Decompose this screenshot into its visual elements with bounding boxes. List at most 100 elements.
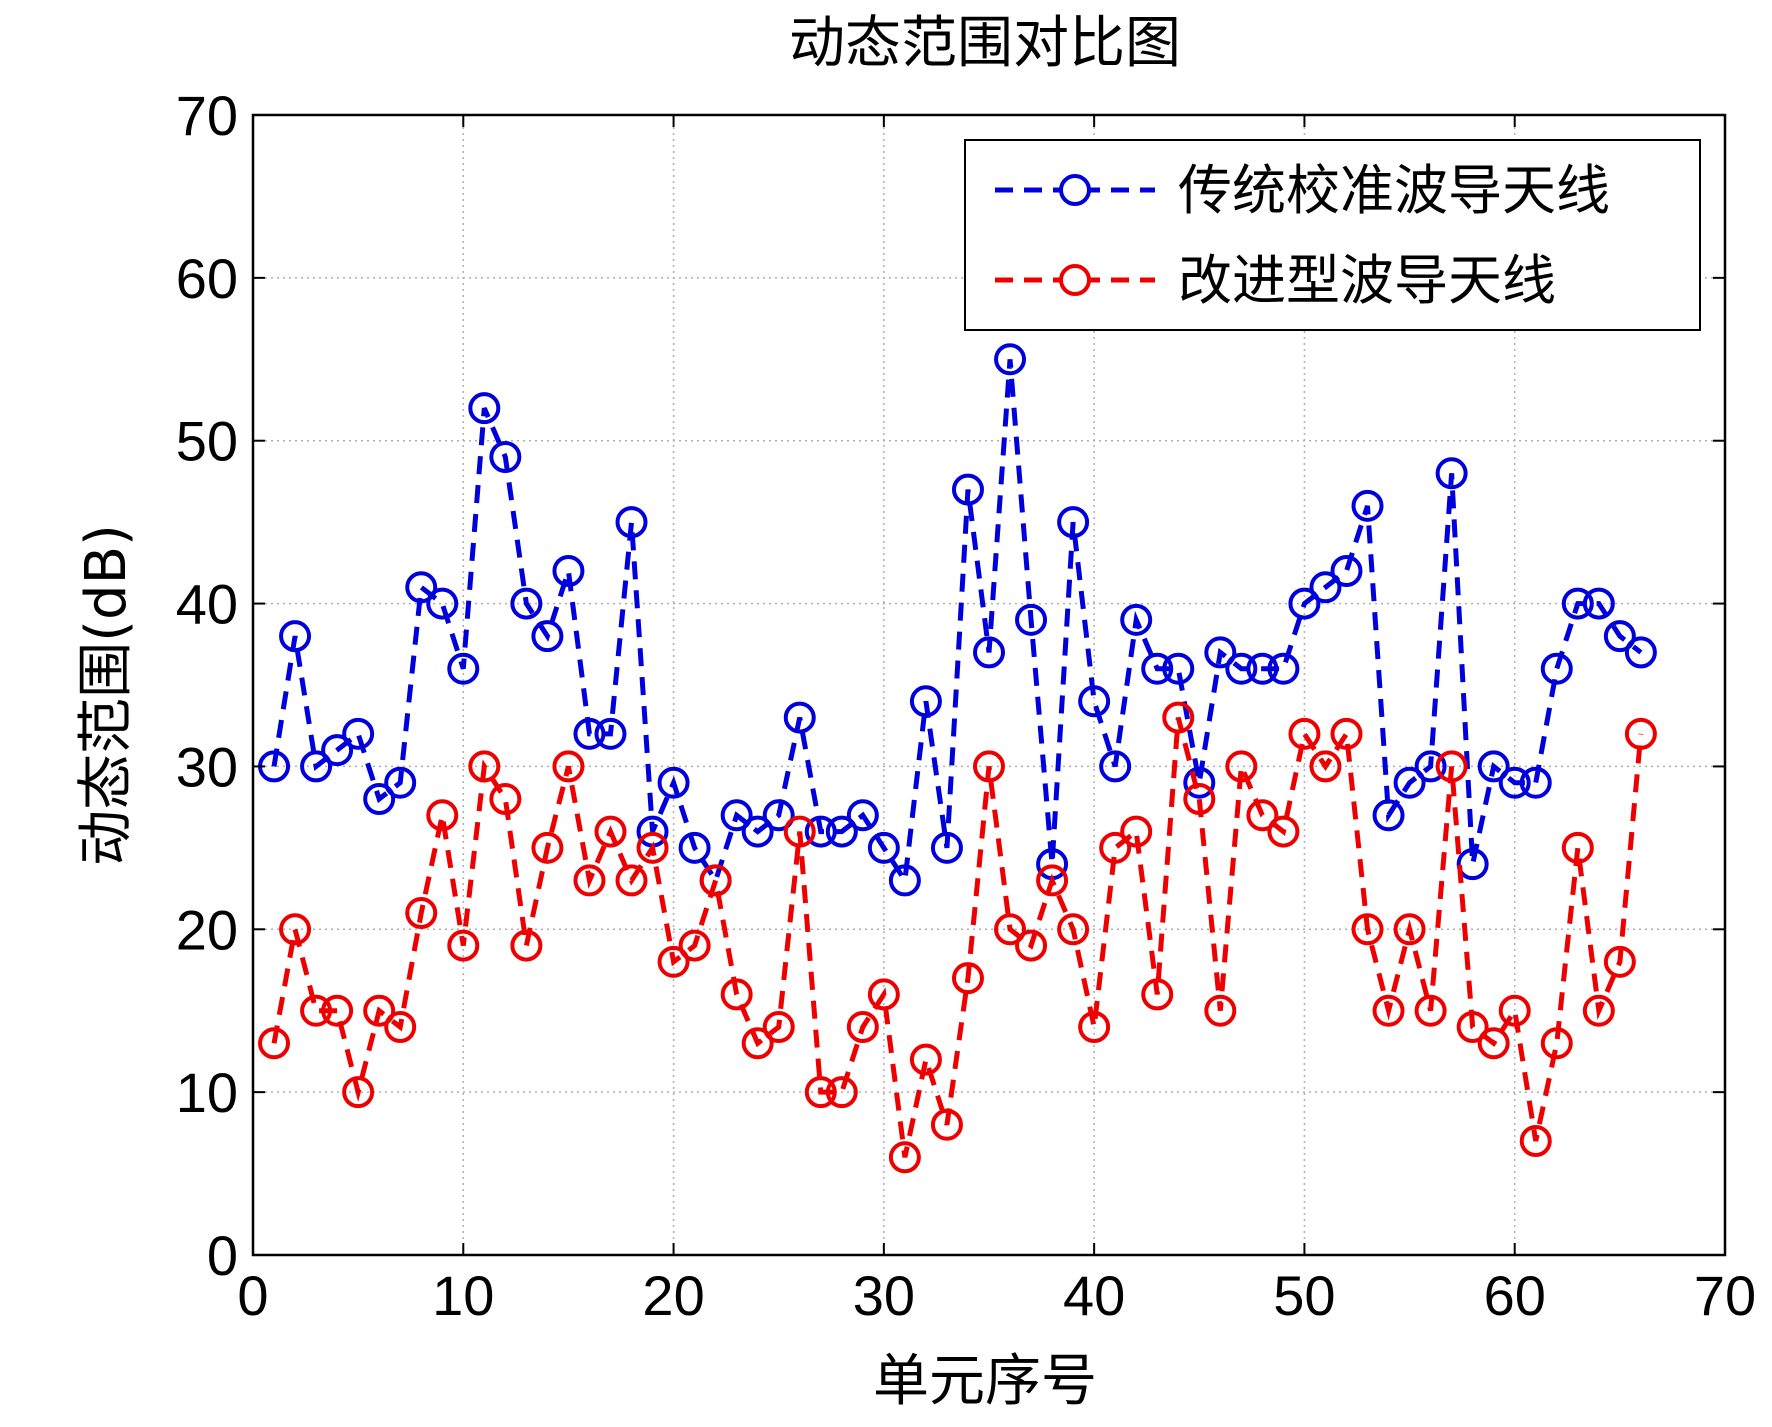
data-point-marker bbox=[1162, 652, 1195, 685]
data-point-marker bbox=[1288, 717, 1321, 750]
y-tick-label: 50 bbox=[176, 410, 238, 473]
data-point-marker bbox=[300, 994, 333, 1027]
data-point-marker bbox=[1519, 1125, 1552, 1157]
data-point-marker bbox=[573, 717, 606, 750]
data-point-marker bbox=[994, 343, 1027, 376]
data-point-marker bbox=[678, 929, 711, 962]
data-point-marker bbox=[300, 750, 333, 783]
data-point-marker bbox=[594, 815, 627, 848]
y-tick-label: 30 bbox=[176, 735, 238, 798]
data-point-marker bbox=[762, 1011, 795, 1043]
data-point-marker bbox=[657, 945, 690, 978]
data-point-marker bbox=[1288, 587, 1321, 620]
data-point-marker bbox=[1624, 636, 1657, 669]
data-point-marker bbox=[405, 571, 438, 604]
data-point-marker bbox=[1582, 994, 1615, 1027]
data-point-marker bbox=[1078, 1011, 1111, 1043]
tick-labels: 0 10 20 30 40 50 60 70 0 10 20 30 40 50 60 70 bbox=[176, 84, 1756, 1327]
data-point-marker bbox=[888, 1141, 921, 1174]
data-point-marker bbox=[1246, 652, 1279, 685]
y-tick-label: 20 bbox=[176, 898, 238, 961]
data-point-marker bbox=[1561, 587, 1594, 620]
x-tick-label: 20 bbox=[642, 1264, 704, 1327]
legend-label: 传统校准波导天线 bbox=[1178, 159, 1610, 222]
data-point-marker bbox=[426, 799, 459, 832]
data-point-marker bbox=[1414, 994, 1447, 1027]
data-point-marker bbox=[1372, 994, 1405, 1027]
data-point-marker bbox=[1120, 603, 1153, 636]
y-axis-title: 动态范围(dB) bbox=[74, 524, 139, 866]
data-point-marker bbox=[1519, 766, 1552, 799]
data-point-marker bbox=[1036, 864, 1069, 897]
data-point-marker bbox=[909, 685, 942, 718]
data-point-marker bbox=[1456, 848, 1489, 881]
data-point-marker bbox=[489, 783, 522, 815]
data-point-marker bbox=[321, 734, 354, 767]
data-point-marker bbox=[973, 636, 1005, 669]
series-1 bbox=[258, 343, 1657, 897]
data-point-marker bbox=[1141, 652, 1174, 685]
data-point-marker bbox=[1057, 913, 1090, 946]
x-tick-label: 0 bbox=[237, 1264, 268, 1327]
data-point-marker bbox=[279, 620, 312, 653]
series-2 bbox=[258, 701, 1657, 1174]
data-point-marker bbox=[1225, 652, 1258, 685]
data-point-marker bbox=[489, 441, 522, 473]
data-point-marker bbox=[1015, 929, 1048, 962]
data-point-marker bbox=[973, 750, 1005, 783]
data-point-marker bbox=[1372, 799, 1405, 832]
x-tick-label: 30 bbox=[853, 1264, 915, 1327]
data-point-marker bbox=[363, 994, 396, 1027]
x-tick-label: 40 bbox=[1063, 1264, 1125, 1327]
data-point-marker bbox=[1498, 766, 1531, 799]
data-point-marker bbox=[1603, 620, 1636, 653]
y-tick-label: 0 bbox=[207, 1224, 238, 1287]
legend-label: 改进型波导天线 bbox=[1178, 249, 1556, 312]
data-point-marker bbox=[1309, 571, 1342, 604]
data-point-marker bbox=[930, 1108, 963, 1141]
data-point-marker bbox=[531, 620, 564, 653]
y-tick-label: 70 bbox=[176, 84, 238, 147]
data-point-marker bbox=[510, 929, 543, 962]
data-point-marker bbox=[552, 555, 585, 587]
data-point-marker bbox=[1183, 766, 1216, 799]
data-point-marker bbox=[594, 717, 627, 750]
data-point-marker bbox=[888, 864, 921, 897]
x-tick-label: 70 bbox=[1694, 1264, 1756, 1327]
data-point-marker bbox=[1477, 1027, 1510, 1060]
data-point-marker bbox=[1204, 994, 1237, 1027]
data-point-marker bbox=[1498, 994, 1531, 1027]
data-point-marker bbox=[468, 392, 501, 425]
series-line bbox=[271, 359, 1643, 888]
data-point-marker bbox=[1540, 652, 1573, 685]
data-point-marker bbox=[1477, 750, 1510, 783]
data-point-marker bbox=[804, 1076, 837, 1109]
y-tick-label: 40 bbox=[176, 573, 238, 636]
data-point-marker bbox=[720, 799, 753, 832]
data-point-marker bbox=[720, 978, 753, 1011]
data-point-marker bbox=[1015, 603, 1048, 636]
data-point-marker bbox=[1078, 685, 1111, 718]
y-tick-label: 60 bbox=[176, 247, 238, 310]
data-point-marker bbox=[1561, 831, 1594, 864]
data-point-marker bbox=[1183, 783, 1216, 815]
data-point-marker bbox=[573, 864, 606, 897]
data-point-marker bbox=[657, 766, 690, 799]
data-point-marker bbox=[405, 897, 438, 929]
data-point-marker bbox=[447, 929, 480, 962]
data-point-marker bbox=[468, 750, 501, 783]
data-point-marker bbox=[552, 750, 585, 783]
data-point-marker bbox=[1603, 945, 1636, 978]
data-point-marker bbox=[384, 1011, 417, 1043]
data-point-marker bbox=[258, 1027, 291, 1060]
data-point-marker bbox=[1456, 1011, 1489, 1043]
data-point-marker bbox=[447, 652, 480, 685]
plot-area-frame bbox=[251, 113, 1727, 1257]
data-point-marker bbox=[279, 913, 312, 946]
data-point-marker bbox=[825, 1076, 858, 1109]
data-point-marker bbox=[1267, 815, 1300, 848]
data-point-marker bbox=[930, 831, 963, 864]
data-point-marker bbox=[1057, 506, 1090, 539]
x-tick-label: 50 bbox=[1273, 1264, 1335, 1327]
